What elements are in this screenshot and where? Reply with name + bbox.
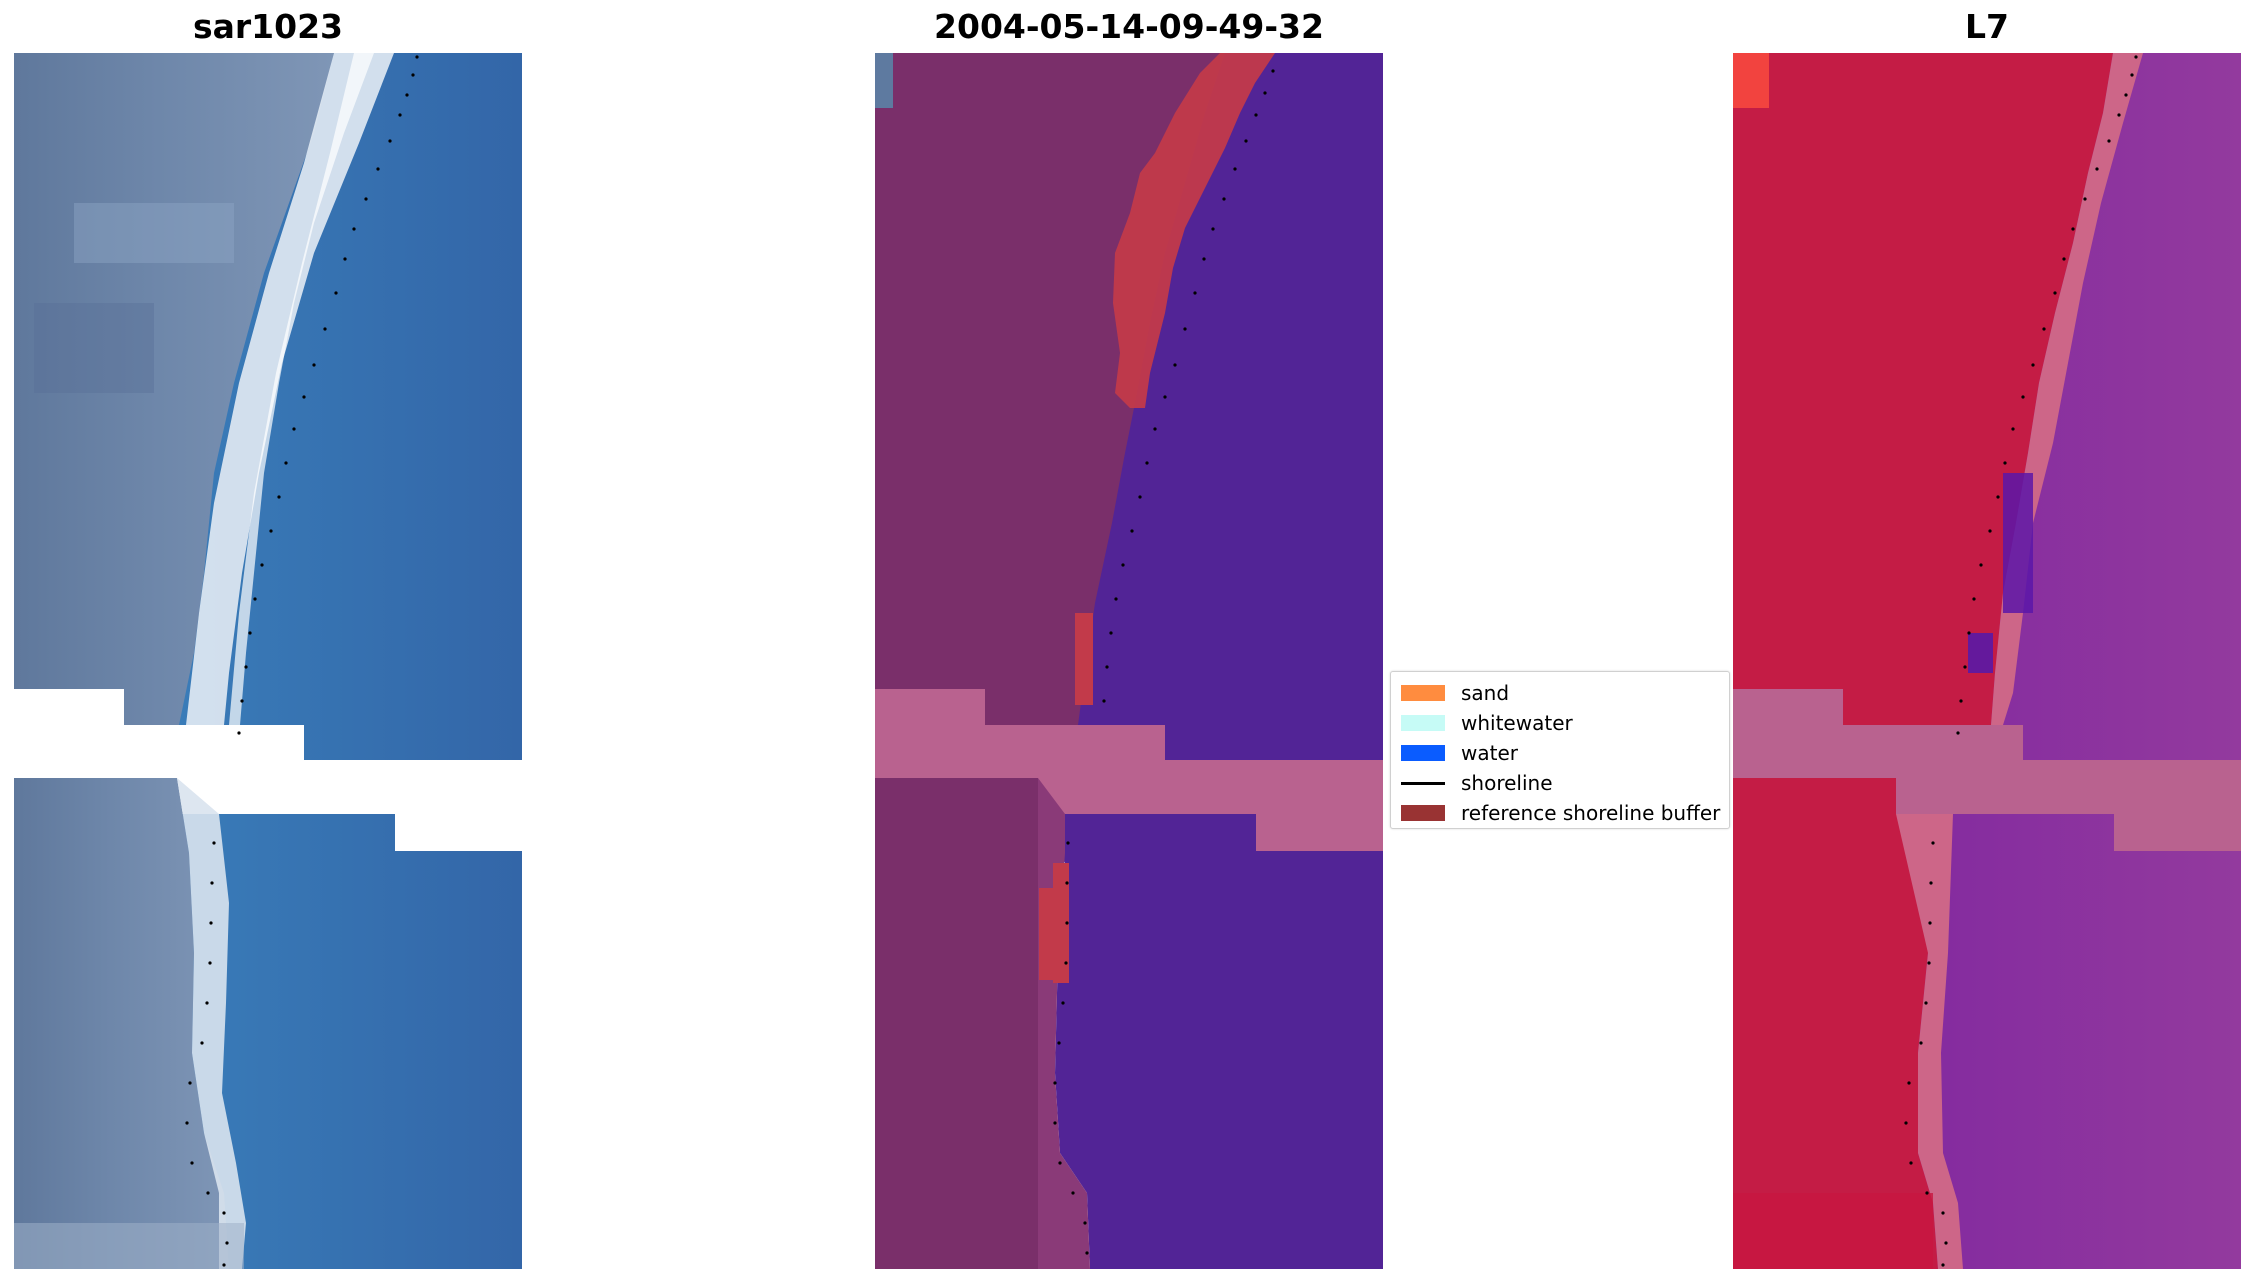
shoreline-dots-ir — [1904, 55, 2138, 1267]
classified-image-panel — [875, 53, 1383, 1269]
legend-label: water — [1461, 741, 1518, 765]
legend-label: shoreline — [1461, 771, 1553, 795]
legend-label: sand — [1461, 681, 1510, 705]
legend-label: whitewater — [1461, 711, 1573, 735]
whitewater-swatch — [1401, 715, 1445, 731]
legend-item-reference-buffer: reference shoreline buffer — [1401, 798, 1721, 828]
legend-label: reference shoreline buffer — [1461, 801, 1721, 825]
panel-title-classified: 2004-05-14-09-49-32 — [934, 7, 1324, 46]
rgb-image — [14, 53, 522, 1269]
legend: sand whitewater water shoreline referenc… — [1390, 671, 1730, 829]
ir-image — [1733, 53, 2241, 1269]
legend-item-sand: sand — [1401, 678, 1719, 708]
shoreline-dots-classified — [1053, 69, 1275, 1255]
panel-title-rgb: sar1023 — [192, 7, 344, 46]
water-swatch — [1401, 745, 1445, 761]
buffer-swatch — [1401, 805, 1445, 821]
rgb-image-panel — [14, 53, 522, 1269]
sand-swatch — [1401, 685, 1445, 701]
ir-image-panel — [1733, 53, 2241, 1269]
shoreline-line-swatch — [1401, 781, 1445, 785]
classified-image — [875, 53, 1383, 1269]
legend-item-water: water — [1401, 738, 1719, 768]
legend-item-shoreline: shoreline — [1401, 768, 1719, 798]
panel-title-ir: L7 — [1965, 7, 2009, 46]
shoreline-dots-rgb — [185, 55, 419, 1267]
legend-item-whitewater: whitewater — [1401, 708, 1719, 738]
